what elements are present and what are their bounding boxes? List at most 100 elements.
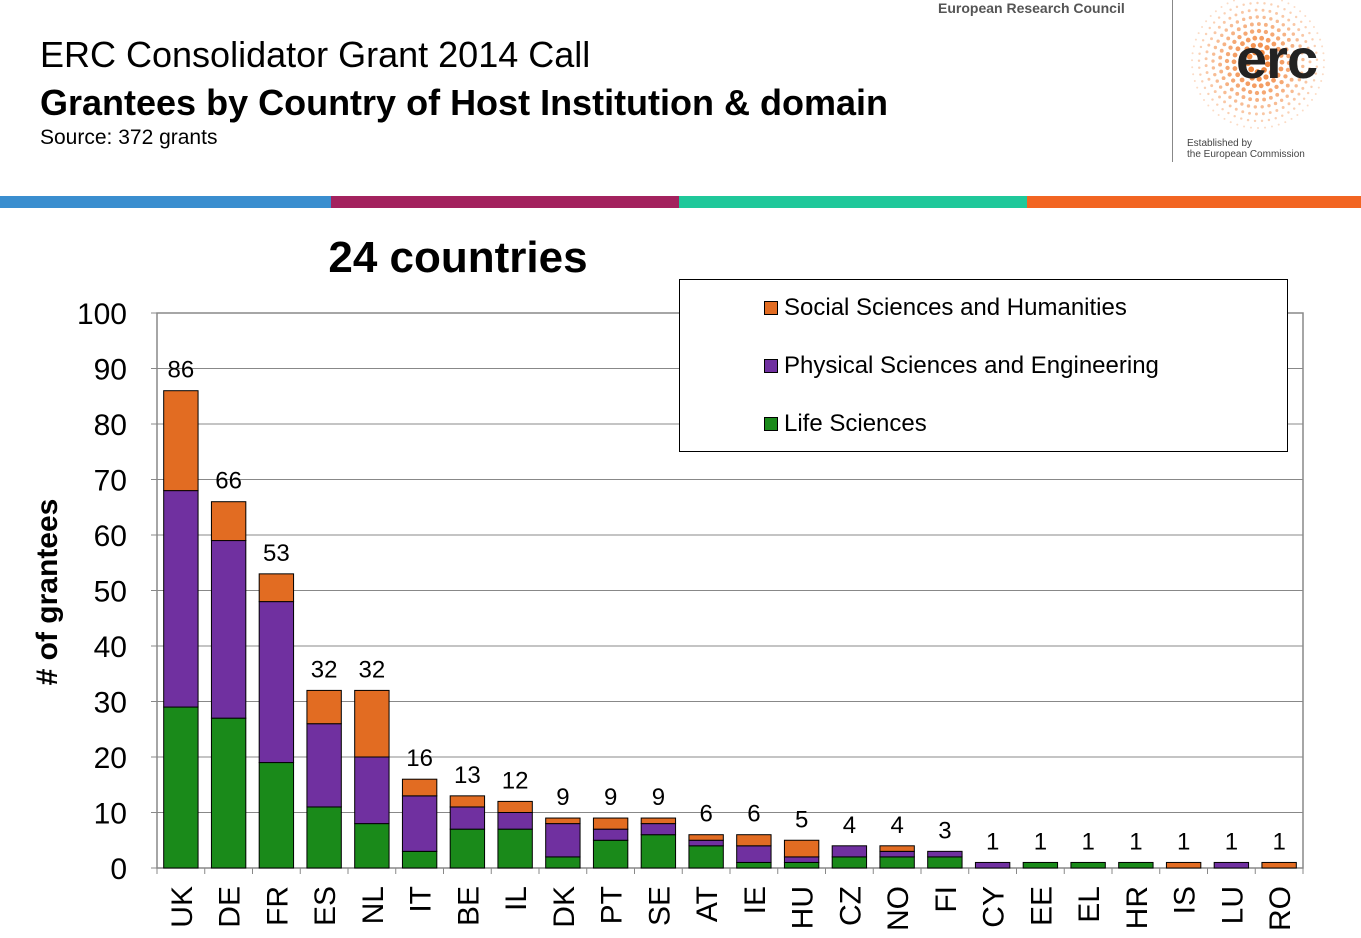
logo-dot xyxy=(1306,46,1310,50)
logo-dot xyxy=(1286,27,1291,31)
y-axis-title: # of grantees xyxy=(31,499,64,686)
data-label: 9 xyxy=(652,784,665,811)
x-tick-label: IL xyxy=(500,886,533,911)
bar-segment xyxy=(401,778,438,797)
logo-dot xyxy=(1255,98,1260,102)
logo-dot xyxy=(1218,55,1223,60)
logo-dot xyxy=(1236,27,1241,32)
logo-dot xyxy=(1218,85,1223,89)
logo-dot xyxy=(1191,66,1194,69)
logo-dot xyxy=(1319,38,1322,41)
logo-dot xyxy=(1226,2,1229,5)
logo-dot xyxy=(1281,14,1285,18)
logo-dot xyxy=(1240,117,1243,120)
logo-dot xyxy=(1316,32,1319,35)
logo-dot xyxy=(1231,31,1236,36)
bar-segment xyxy=(1022,861,1059,869)
bar-segment xyxy=(306,689,342,725)
logo-dot xyxy=(1304,25,1307,29)
logo-dot xyxy=(1317,86,1320,89)
logo-dot xyxy=(1234,107,1238,111)
logo-dot xyxy=(1241,87,1246,92)
logo-dot xyxy=(1211,98,1214,101)
logo-dot xyxy=(1256,76,1262,82)
logo-dot xyxy=(1247,89,1253,95)
logo-dot xyxy=(1199,45,1203,49)
logo-dot xyxy=(1246,104,1251,108)
logo-dot xyxy=(1252,49,1258,56)
logo-dot xyxy=(1283,74,1288,79)
bar-segment xyxy=(545,823,581,858)
bar-segment xyxy=(258,573,295,603)
stripe-segment xyxy=(679,196,1027,208)
y-tick-label: 10 xyxy=(94,798,127,831)
logo-dot xyxy=(1225,51,1231,57)
logo-dot xyxy=(1285,83,1290,88)
logo-dot xyxy=(1213,90,1217,94)
logo-dot xyxy=(1268,95,1273,100)
logo-dot xyxy=(1308,53,1311,57)
logo-dot xyxy=(1296,113,1299,116)
logo-dot xyxy=(1259,49,1265,56)
data-label: 32 xyxy=(359,656,386,683)
logo-dot xyxy=(1199,92,1202,95)
y-tick-label: 0 xyxy=(110,853,127,886)
logo-dot xyxy=(1239,77,1245,83)
logo-dot xyxy=(1242,3,1245,7)
logo-dot xyxy=(1297,92,1301,96)
logo-dot xyxy=(1215,79,1219,83)
data-label: 86 xyxy=(168,357,195,384)
legend-label-pe: Physical Sciences and Engineering xyxy=(784,352,1159,379)
logo-dot xyxy=(1203,86,1207,90)
x-tick-label: UK xyxy=(166,886,199,928)
logo-dot xyxy=(1223,90,1227,95)
logo-dot xyxy=(1273,101,1278,106)
logo-dot xyxy=(1280,88,1285,93)
logo-dot xyxy=(1220,33,1224,38)
logo-dot xyxy=(1304,14,1307,17)
logo-dot xyxy=(1262,97,1267,102)
logo-dot xyxy=(1313,44,1317,48)
established-line-1: Established by xyxy=(1187,138,1253,149)
logo-dot xyxy=(1222,20,1226,24)
bar-segment xyxy=(497,800,533,814)
data-label: 12 xyxy=(502,767,529,794)
bar-segment xyxy=(449,828,486,869)
logo-dot xyxy=(1314,72,1318,75)
logo-dot xyxy=(1287,102,1291,106)
data-label: 1 xyxy=(1081,828,1094,855)
logo-dot xyxy=(1254,90,1260,96)
logo-dot xyxy=(1243,31,1248,36)
logo-dot xyxy=(1239,65,1245,71)
data-label: 16 xyxy=(406,745,433,772)
x-tick-label: IS xyxy=(1169,886,1202,914)
bar-segment xyxy=(1118,861,1154,869)
logo-dot xyxy=(1280,41,1286,46)
logo-dot xyxy=(1292,107,1296,110)
data-label: 1 xyxy=(1177,828,1190,855)
bar-segment xyxy=(210,540,247,719)
logo-dot xyxy=(1224,28,1228,32)
bar-segment xyxy=(1213,861,1250,869)
logo-dot xyxy=(1298,102,1301,106)
logo-dot xyxy=(1297,28,1301,32)
logo-dot xyxy=(1210,37,1213,41)
erc-logo-icon xyxy=(1191,0,1325,129)
logo-dot xyxy=(1268,88,1273,93)
logo-dot xyxy=(1237,34,1242,40)
logo-dot xyxy=(1276,28,1281,33)
logo-dot xyxy=(1265,81,1271,87)
logo-dot xyxy=(1248,111,1251,115)
logo-dot xyxy=(1240,51,1246,58)
y-tick-label: 80 xyxy=(94,409,127,442)
bar-segment xyxy=(1165,861,1202,869)
x-tick-label: FI xyxy=(930,886,963,913)
logo-dot xyxy=(1308,31,1311,35)
logo-dot xyxy=(1249,75,1255,81)
bar-segment xyxy=(927,850,963,858)
logo-dot xyxy=(1290,43,1295,48)
logo-dot xyxy=(1322,66,1325,69)
bar-segment xyxy=(306,806,342,869)
logo-dot xyxy=(1221,107,1224,111)
logo-dot xyxy=(1205,50,1209,54)
